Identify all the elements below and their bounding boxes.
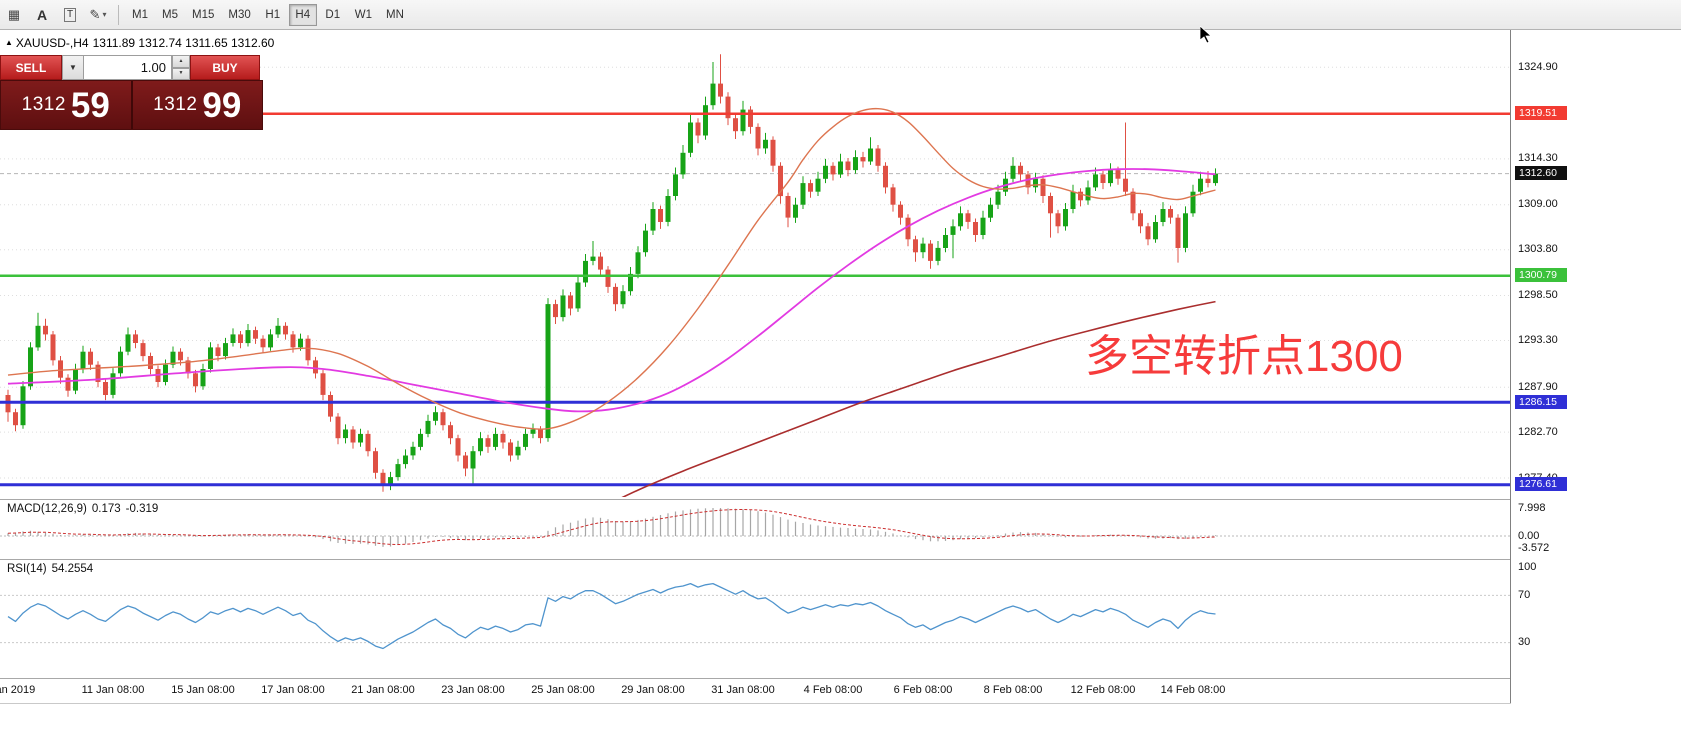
price-axis-label: 1293.30 xyxy=(1518,334,1558,346)
panel-separator[interactable] xyxy=(0,559,1681,560)
toolbar-separator xyxy=(118,4,119,25)
buy-price-figure: 1312 xyxy=(153,94,198,115)
price-axis-label: 70 xyxy=(1518,588,1531,601)
macd-indicator[interactable] xyxy=(0,500,1510,558)
buy-price[interactable]: 1312 99 xyxy=(133,81,263,129)
price-tag: 1312.60 xyxy=(1515,166,1567,181)
sell-price-figure: 1312 xyxy=(21,94,66,115)
price-axis-label: 1287.90 xyxy=(1518,380,1558,393)
price-axis-label: 100 xyxy=(1518,560,1537,573)
volume-stepper: ▲ ▼ xyxy=(172,55,190,80)
time-axis-label: 23 Jan 08:00 xyxy=(441,684,505,696)
volume-decrease-button[interactable]: ▼ xyxy=(172,67,190,80)
price-axis-label: 1298.50 xyxy=(1518,289,1558,301)
macd-signal-value: -0.319 xyxy=(125,503,159,515)
symbol-ohlc-header: ▲ XAUUSD-,H4 1311.89 1312.74 1311.65 1312.… xyxy=(5,36,278,50)
trade-controls-row: SELL ▼ ▲ ▼ BUY xyxy=(0,55,263,80)
timeframe-buttons: M1 M5 M15 M30 H1 H4 D1 W1 MN xyxy=(125,3,411,26)
price-axis-label: 7.998 xyxy=(1518,501,1546,514)
price-tag: 1276.61 xyxy=(1515,477,1567,492)
rsi-indicator[interactable] xyxy=(0,560,1510,678)
time-axis-label: 8 Feb 08:00 xyxy=(983,684,1043,696)
price-divider xyxy=(130,81,133,129)
chart-annotation-text: 多空转折点1300 xyxy=(1085,332,1403,381)
time-axis-label: 29 Jan 08:00 xyxy=(621,684,685,696)
macd-main-value: 0.173 xyxy=(91,503,121,515)
rsi-title: RSI(14) xyxy=(7,563,47,575)
price-tag: 1319.51 xyxy=(1515,106,1567,121)
text-label-icon: T xyxy=(63,7,77,22)
volume-increase-button[interactable]: ▲ xyxy=(172,55,190,68)
rsi-header: RSI(14) 54.2554 xyxy=(7,563,98,575)
candlestick-chart[interactable] xyxy=(0,30,1510,497)
tf-button-MN[interactable]: MN xyxy=(380,4,410,26)
axis-separator xyxy=(1510,30,1511,703)
time-axis-label: 31 Jan 08:00 xyxy=(711,684,775,696)
price-axis-label: 1314.30 xyxy=(1518,152,1558,165)
trade-prices-row: 1312 59 1312 99 xyxy=(0,80,263,130)
tf-button-M30[interactable]: M30 xyxy=(222,4,256,26)
time-axis-label: 9 Jan 2019 xyxy=(0,684,36,696)
chevron-down-icon: ▾ xyxy=(102,10,107,19)
price-axis[interactable]: 1324.90 1314.30 1309.00 1303.80 1298.50 1293.… xyxy=(1511,0,1681,754)
buy-price-pips: 99 xyxy=(202,85,242,125)
sell-button[interactable]: SELL xyxy=(0,55,62,80)
volume-input[interactable] xyxy=(84,55,172,80)
price-tag: 1300.79 xyxy=(1515,268,1567,283)
tf-button-H1[interactable]: H1 xyxy=(259,4,287,26)
price-axis-label: 1309.00 xyxy=(1518,198,1558,211)
symbol-name: XAUUSD-,H4 xyxy=(15,36,89,50)
buy-button[interactable]: BUY xyxy=(190,55,260,80)
grid-icon: ▦ xyxy=(7,7,21,22)
mouse-cursor xyxy=(1200,26,1213,44)
price-tag: 1286.15 xyxy=(1515,394,1567,409)
main-toolbar: ▦ A T ✎ ▾ M1 M5 M15 M30 H1 H4 D1 W1 MN xyxy=(0,0,1681,30)
label-tool-button[interactable]: T xyxy=(57,3,83,27)
macd-title: MACD(12,26,9) xyxy=(7,503,87,515)
volume-dropdown-button[interactable]: ▼ xyxy=(62,55,84,80)
tf-button-M1[interactable]: M1 xyxy=(126,4,154,26)
time-axis-label: 17 Jan 08:00 xyxy=(261,684,325,696)
time-axis-label: 25 Jan 08:00 xyxy=(531,684,595,696)
text-tool-button[interactable]: A xyxy=(29,3,55,27)
macd-header: MACD(12,26,9) 0.173 -0.319 xyxy=(7,503,163,515)
time-axis-label: 14 Feb 08:00 xyxy=(1160,684,1226,696)
price-axis-label: -3.572 xyxy=(1518,542,1550,554)
tf-button-M5[interactable]: M5 xyxy=(156,4,184,26)
chart-templates-button[interactable]: ▦ xyxy=(1,3,27,27)
time-axis-label: 12 Feb 08:00 xyxy=(1070,684,1136,696)
panel-separator[interactable] xyxy=(0,499,1681,500)
tf-button-H4[interactable]: H4 xyxy=(288,3,317,26)
tf-button-M15[interactable]: M15 xyxy=(186,4,220,26)
price-axis-label: 30 xyxy=(1518,636,1531,649)
sell-price-pips: 59 xyxy=(70,85,110,125)
time-axis-label: 21 Jan 08:00 xyxy=(351,684,415,696)
ohlc-values: 1311.89 1312.74 1311.65 1312.60 xyxy=(92,36,275,50)
rsi-value: 54.2554 xyxy=(51,563,94,575)
tf-button-W1[interactable]: W1 xyxy=(349,4,378,26)
time-axis-label: 6 Feb 08:00 xyxy=(893,684,953,696)
time-axis-label: 4 Feb 08:00 xyxy=(803,684,863,696)
time-axis-label: 15 Jan 08:00 xyxy=(171,684,235,696)
time-axis-label: 11 Jan 08:00 xyxy=(81,684,145,696)
price-axis-label: 1303.80 xyxy=(1518,243,1558,256)
draw-tools-button[interactable]: ✎ ▾ xyxy=(85,3,111,27)
sell-price[interactable]: 1312 59 xyxy=(1,81,131,129)
pencil-icon: ✎ xyxy=(89,7,101,22)
panel-separator xyxy=(0,678,1681,679)
one-click-trading-panel: SELL ▼ ▲ ▼ BUY 1312 59 1312 99 xyxy=(0,55,263,130)
time-axis[interactable]: 9 Jan 2019 11 Jan 08:00 15 Jan 08:00 17 Jan… xyxy=(0,679,1510,703)
tf-button-D1[interactable]: D1 xyxy=(319,4,347,26)
symbol-marker-icon: ▲ xyxy=(5,38,13,47)
window-bottom-line xyxy=(0,703,1681,704)
price-axis-label: 1282.70 xyxy=(1518,425,1558,438)
price-axis-label: 1324.90 xyxy=(1518,60,1558,73)
text-a-icon: A xyxy=(36,6,48,23)
price-axis-label: 0.00 xyxy=(1518,529,1540,542)
